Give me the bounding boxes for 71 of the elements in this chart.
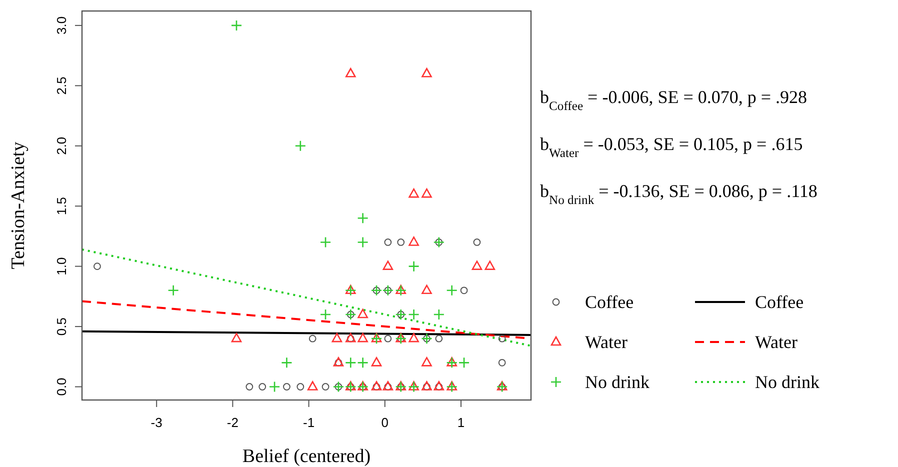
point — [94, 262, 101, 270]
x-tick-label: -1 — [303, 415, 315, 430]
point — [408, 236, 419, 246]
point — [397, 238, 405, 246]
point — [307, 381, 318, 390]
point — [320, 236, 332, 248]
y-tick-label: 1.5 — [54, 197, 69, 216]
point — [168, 284, 179, 296]
point — [422, 188, 432, 198]
point — [308, 334, 316, 342]
x-tick-label: 0 — [381, 415, 388, 430]
y-tick-label: 0.5 — [54, 317, 69, 336]
point — [384, 238, 392, 246]
y-tick-label: 0.0 — [54, 378, 69, 396]
point — [322, 383, 330, 390]
point — [408, 308, 420, 320]
legend-label: No drink — [585, 372, 650, 392]
point — [357, 357, 368, 368]
x-tick-label: -2 — [226, 415, 238, 430]
point — [384, 334, 392, 342]
point — [268, 381, 280, 392]
x-axis-title: Belief (centered) — [242, 446, 371, 467]
point — [246, 383, 254, 390]
y-tick-label: 1.0 — [54, 257, 69, 276]
legend-label: Water — [755, 332, 798, 352]
y-tick-label: 3.0 — [54, 16, 69, 34]
point — [296, 383, 304, 390]
point — [498, 358, 506, 366]
point — [382, 260, 394, 270]
point — [446, 284, 458, 296]
point — [358, 332, 368, 342]
x-tick-label: 1 — [457, 415, 465, 430]
text: b$_{No drink}$ = -0.136, SE = 0.086, p = .118 — [540, 181, 818, 207]
legend-label: No drink — [755, 372, 820, 392]
point — [357, 212, 368, 224]
point — [332, 332, 342, 342]
point — [484, 260, 496, 270]
text: b$_{Water}$ = -0.053, SE = 0.105, p = .615 — [540, 134, 803, 160]
point — [408, 260, 420, 272]
point — [371, 357, 382, 366]
text: b$_{Coffee}$ = -0.006, SE = 0.070, p = .928 — [540, 87, 808, 113]
point — [408, 188, 419, 198]
y-tick-label: 2.0 — [54, 136, 69, 155]
point — [357, 236, 368, 248]
y-axis-title: Tension-Anxiety — [8, 141, 29, 270]
point — [230, 20, 242, 32]
point — [422, 68, 432, 78]
y-tick-label: 2.5 — [54, 76, 69, 95]
point — [344, 357, 356, 368]
point — [258, 383, 266, 390]
point — [422, 284, 432, 294]
point — [320, 308, 332, 320]
point — [358, 308, 368, 318]
legend-label: Coffee — [755, 292, 804, 312]
x-tick-label: -3 — [150, 415, 162, 430]
point — [435, 334, 443, 342]
point — [473, 238, 481, 246]
point — [283, 383, 290, 390]
point — [294, 140, 306, 152]
point — [458, 357, 470, 368]
point — [472, 260, 482, 270]
point — [345, 68, 356, 78]
point — [281, 357, 292, 368]
point — [498, 334, 506, 342]
legend-label: Water — [585, 332, 628, 352]
point — [433, 308, 445, 320]
point — [422, 357, 432, 366]
legend-label: Coffee — [585, 292, 634, 312]
point — [460, 286, 468, 294]
point — [408, 332, 419, 342]
point — [231, 332, 242, 342]
